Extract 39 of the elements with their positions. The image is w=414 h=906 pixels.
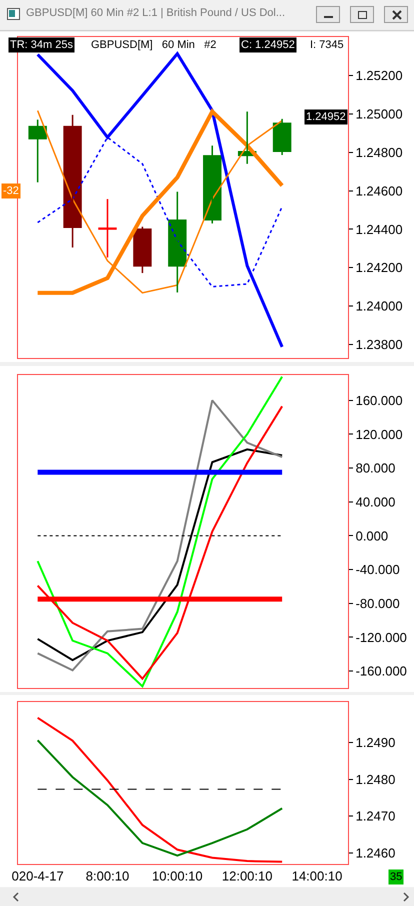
- y-tick-label: 1.2460: [356, 846, 396, 860]
- y-tick-label: 1.24800: [356, 144, 403, 160]
- candlestick: [272, 118, 292, 156]
- x-tick-label: 12:00:10: [222, 868, 272, 884]
- y-tick-label: 40.000: [356, 494, 396, 510]
- x-tick-label: 10:00:10: [152, 868, 203, 884]
- y-tick-label: 1.2480: [356, 772, 396, 787]
- x-tick-label: 8:00:10: [86, 868, 130, 884]
- y-tick-label: 1.24400: [356, 222, 403, 237]
- y-tick-label: 1.24200: [356, 260, 403, 276]
- y-tick-label: -40.000: [356, 562, 400, 578]
- x-tick-label: 020-4-17: [12, 868, 64, 884]
- annotation: I: 7345: [310, 39, 344, 51]
- line-series: [36, 739, 284, 857]
- chart-title: GBPUSD[M] 60 Min #2 L:1 | British Pound / US Dol...: [26, 7, 286, 19]
- line-series: [36, 716, 284, 863]
- annotation: TR: 34m 25s: [10, 39, 74, 51]
- y-tick-label: 160.000: [356, 392, 403, 408]
- y-tick-label: 1.24000: [356, 298, 403, 314]
- y-tick-label: 120.000: [356, 426, 403, 442]
- y-tick-label: 1.24600: [356, 183, 403, 198]
- y-tick-label: 1.23800: [356, 337, 403, 352]
- y-tick-label: -80.000: [356, 596, 400, 611]
- y-tick-label: 80.000: [356, 460, 396, 476]
- y-tick-label: -160.000: [356, 664, 407, 679]
- y-tick-label: -120.000: [356, 630, 407, 645]
- y-tick-label: 1.25200: [356, 68, 403, 83]
- annotation: -32: [3, 185, 19, 197]
- annotation: C: 1.24952: [241, 39, 295, 51]
- y-tick-label: 1.25000: [356, 106, 403, 122]
- text: 35: [390, 871, 402, 883]
- x-tick-label: 14:00:10: [292, 868, 342, 884]
- line-series: [36, 52, 284, 348]
- y-tick-label: 1.2490: [356, 735, 396, 750]
- y-tick-label: 0.000: [356, 528, 388, 544]
- annotation: GBPUSD[M] 60 Min #2: [91, 39, 216, 51]
- line-series: [36, 448, 284, 662]
- annotation: 1.24952: [306, 111, 346, 123]
- y-tick-label: 1.2470: [356, 808, 396, 824]
